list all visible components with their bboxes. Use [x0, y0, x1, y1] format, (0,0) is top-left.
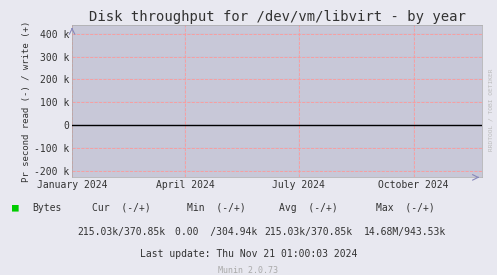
- Text: ■: ■: [12, 203, 19, 213]
- Text: 215.03k/370.85k: 215.03k/370.85k: [78, 227, 166, 237]
- Text: Cur  (-/+): Cur (-/+): [92, 203, 151, 213]
- Y-axis label: Pr second read (-) / write (+): Pr second read (-) / write (+): [22, 20, 31, 182]
- Text: 215.03k/370.85k: 215.03k/370.85k: [264, 227, 352, 237]
- Text: 0.00  /304.94k: 0.00 /304.94k: [175, 227, 257, 237]
- Text: Last update: Thu Nov 21 01:00:03 2024: Last update: Thu Nov 21 01:00:03 2024: [140, 249, 357, 259]
- Title: Disk throughput for /dev/vm/libvirt - by year: Disk throughput for /dev/vm/libvirt - by…: [88, 10, 466, 24]
- Text: Munin 2.0.73: Munin 2.0.73: [219, 266, 278, 274]
- Text: RRDTOOL / TOBI OETIKER: RRDTOOL / TOBI OETIKER: [489, 69, 494, 151]
- Text: 14.68M/943.53k: 14.68M/943.53k: [364, 227, 446, 237]
- Text: Bytes: Bytes: [32, 203, 62, 213]
- Text: Avg  (-/+): Avg (-/+): [279, 203, 337, 213]
- Text: Min  (-/+): Min (-/+): [187, 203, 246, 213]
- Text: Max  (-/+): Max (-/+): [376, 203, 434, 213]
